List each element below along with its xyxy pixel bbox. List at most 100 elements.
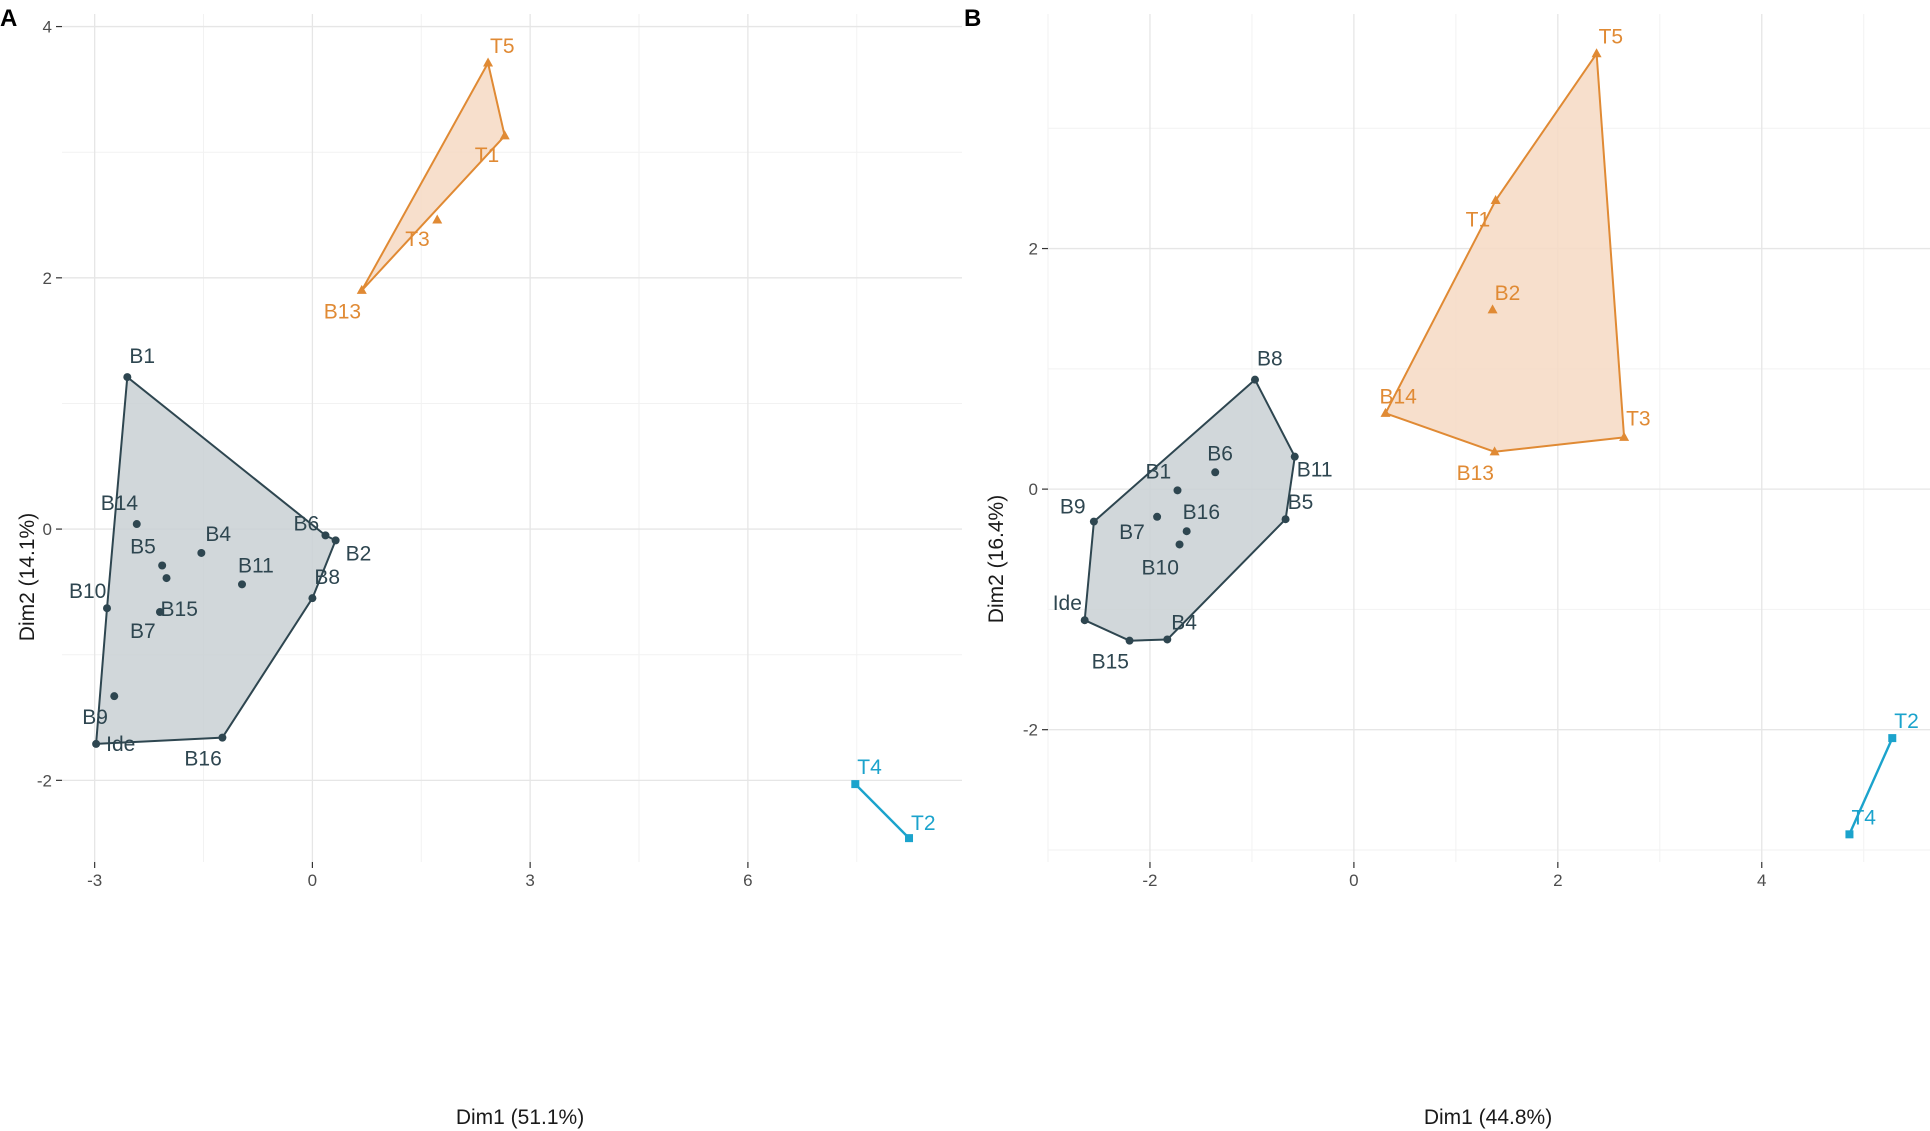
point-B11	[238, 580, 246, 589]
x-tick-label: 6	[743, 871, 752, 890]
point-label-T5: T5	[490, 35, 515, 58]
point-label-B7: B7	[1119, 521, 1145, 544]
point-label-B2: B2	[1495, 282, 1521, 305]
point-B4	[1163, 635, 1172, 644]
y-tick-label: 2	[1029, 240, 1038, 259]
point-label-B5: B5	[1288, 491, 1314, 514]
point-T1	[499, 130, 510, 140]
point-label-Ide: Ide	[1053, 592, 1082, 615]
point-label-B4: B4	[205, 523, 231, 546]
point-label-B5: B5	[130, 536, 156, 559]
point-B16	[1182, 527, 1191, 536]
point-label-B7: B7	[130, 620, 156, 643]
point-label-B4: B4	[1171, 611, 1197, 634]
point-Ide	[1080, 616, 1089, 625]
cluster-orange: T5 T1 T3 B13	[324, 35, 515, 323]
y-axis-title-a: Dim2 (14.1%)	[16, 513, 39, 641]
cluster-blue: T2 T4	[1845, 710, 1919, 839]
point-B8	[1250, 375, 1259, 384]
point-Ide	[92, 739, 101, 748]
x-tick-label: -3	[87, 871, 102, 890]
point-label-B15: B15	[1092, 651, 1129, 674]
point-label-T1: T1	[1466, 208, 1491, 231]
axis-ticks: -2 0 2 4 -2 0 2	[1023, 240, 1767, 890]
point-B11	[1290, 452, 1299, 461]
point-B1	[123, 373, 132, 382]
x-tick-label: -2	[1142, 871, 1157, 890]
point-B15	[162, 574, 171, 583]
point-label-B11: B11	[238, 554, 274, 577]
point-B8	[308, 594, 317, 603]
point-label-T1: T1	[475, 144, 500, 167]
x-tick-label: 4	[1757, 871, 1766, 890]
point-label-B16: B16	[184, 748, 221, 771]
y-tick-label: -2	[37, 771, 52, 790]
hull-cluster-blue	[854, 783, 910, 839]
point-label-B9: B9	[1060, 496, 1086, 519]
x-axis-title-b: Dim1 (44.8%)	[1424, 1106, 1552, 1129]
point-B9	[110, 692, 119, 701]
point-label-B8: B8	[1257, 348, 1283, 371]
point-T4	[1845, 830, 1854, 839]
point-label-T2: T2	[911, 812, 936, 835]
hull-cluster-blue	[1848, 737, 1894, 835]
point-label-B1: B1	[1145, 460, 1171, 483]
point-B2	[1487, 304, 1498, 314]
y-tick-label: 0	[1029, 480, 1038, 499]
point-label-T2: T2	[1894, 710, 1919, 733]
point-B14	[1380, 407, 1391, 417]
point-B2	[331, 536, 340, 545]
hull-cluster-orange	[1384, 52, 1626, 453]
point-T3	[432, 214, 443, 224]
point-B4	[197, 548, 206, 557]
point-B5	[1281, 515, 1290, 524]
x-tick-label: 0	[1349, 871, 1358, 890]
point-label-B8: B8	[314, 566, 340, 589]
point-T2	[1888, 734, 1897, 743]
x-tick-label: 0	[308, 871, 317, 890]
cluster-dark: B1 B14 B6 B2 B4 B5 B15 B11 B8 B10 B7 B9 B16 Ide	[69, 345, 371, 771]
panel-a: A Dim1 (51.1%) Dim2 (14.1%) -3 0 3 6 -2 0 2 4 B1…	[0, 5, 962, 1129]
point-B6	[1211, 468, 1220, 477]
point-label-B10: B10	[69, 580, 106, 603]
point-B10	[1175, 540, 1184, 549]
point-B10	[103, 604, 111, 613]
point-label-Ide: Ide	[106, 733, 135, 756]
point-label-B13: B13	[324, 300, 361, 323]
point-B13	[356, 284, 367, 294]
point-B6	[321, 531, 330, 540]
point-T4	[851, 780, 860, 789]
panel-b: B Dim1 (44.8%) Dim2 (16.4%) -2 0 2 4-202B8B…	[964, 5, 1930, 1129]
point-label-B1: B1	[129, 345, 155, 368]
y-tick-label: -2	[1023, 721, 1038, 740]
point-B14	[132, 520, 141, 529]
y-tick-label: 4	[43, 18, 52, 37]
point-label-T4: T4	[1851, 806, 1876, 829]
axis-ticks: -3 0 3 6 -2 0 2 4	[37, 18, 753, 890]
x-tick-label: 2	[1553, 871, 1562, 890]
y-tick-label: 2	[43, 269, 52, 288]
grid	[62, 14, 962, 862]
point-label-B15: B15	[161, 598, 198, 621]
point-label-B10: B10	[1142, 556, 1179, 579]
point-B13	[1489, 446, 1500, 456]
cluster-blue: T4 T2	[851, 756, 936, 843]
cluster-orange: T5 T1 B2 B14 T3 B13	[1380, 26, 1651, 485]
panel-tag-b: B	[964, 5, 981, 32]
cluster-dark: B8 B11 B6 B1 B5 B9 B7 B16 B10 Ide B15 B4	[1053, 348, 1333, 674]
point-label-T4: T4	[857, 756, 882, 779]
point-B7	[1153, 512, 1162, 521]
point-B9	[1089, 517, 1098, 526]
hull-cluster-dark	[95, 376, 337, 745]
point-T1	[1490, 194, 1501, 204]
point-B16	[218, 733, 227, 742]
y-tick-label: 0	[43, 520, 52, 539]
point-label-B6: B6	[293, 512, 319, 535]
point-label-T3: T3	[405, 228, 430, 251]
panel-tag-a: A	[0, 5, 17, 32]
hull-cluster-dark	[1083, 378, 1296, 642]
point-T3	[1619, 431, 1630, 441]
point-label-T3: T3	[1626, 407, 1651, 430]
point-label-B16: B16	[1183, 501, 1220, 524]
